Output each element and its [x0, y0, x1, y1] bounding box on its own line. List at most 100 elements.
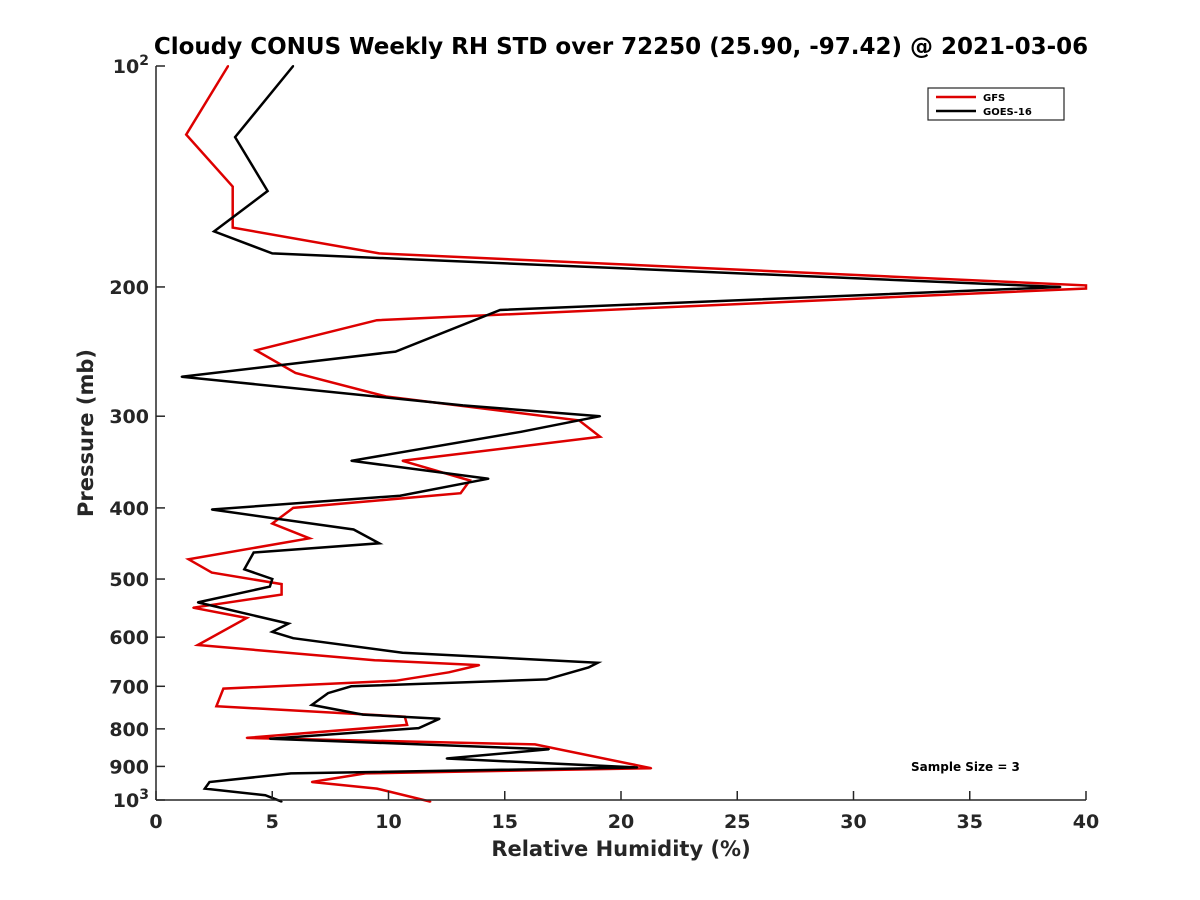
data-point-goes16-36 [268, 737, 271, 740]
data-point-goes16-17 [378, 542, 381, 545]
data-point-gfs-12 [599, 435, 602, 438]
legend-label-gfs: GFS [983, 93, 1005, 104]
data-point-goes16-20 [271, 578, 274, 580]
data-point-gfs-3 [231, 226, 234, 229]
x-tick-label: 35 [957, 811, 983, 833]
data-point-goes16-30 [350, 685, 353, 688]
data-point-gfs-5 [1085, 284, 1087, 287]
data-point-gfs-13 [401, 459, 404, 462]
data-point-gfs-35 [534, 743, 536, 746]
data-point-goes16-18 [252, 551, 255, 554]
data-point-gfs-36 [650, 767, 653, 770]
data-point-goes16-7 [394, 350, 397, 353]
x-axis-label: Relative Humidity (%) [491, 837, 750, 861]
data-point-gfs-19 [187, 558, 190, 561]
data-point-goes16-41 [208, 781, 211, 783]
data-point-gfs-30 [222, 687, 225, 690]
data-point-goes16-14 [399, 494, 402, 497]
x-axis-ticks: 0 5 10 15 20 25 30 35 40 [149, 791, 1099, 833]
data-point-gfs-40 [429, 800, 432, 803]
data-point-gfs-38 [310, 781, 313, 783]
y-tick-label: 500 [109, 569, 149, 591]
data-point-goes16-11 [520, 430, 522, 433]
data-point-gfs-29 [394, 679, 397, 682]
data-point-gfs-17 [271, 522, 274, 525]
data-point-goes16-35 [417, 727, 420, 730]
data-point-gfs-6 [1085, 287, 1087, 290]
data-point-gfs-25 [196, 644, 199, 646]
data-point-gfs-2 [231, 185, 234, 188]
data-point-goes16-1 [234, 136, 237, 139]
data-point-goes16-13 [487, 477, 490, 480]
data-point-goes16-9 [461, 404, 464, 407]
data-point-goes16-37 [547, 748, 550, 751]
sample-size-annotation: Sample Size = 3 [911, 760, 1020, 774]
data-point-goes16-43 [264, 794, 267, 797]
data-point-gfs-20 [210, 571, 213, 574]
data-point-gfs-26 [373, 659, 376, 662]
data-point-goes16-2 [266, 190, 269, 192]
data-point-gfs-27 [478, 664, 481, 667]
data-point-goes16-42 [203, 787, 206, 790]
data-point-goes16-21 [268, 585, 271, 588]
data-point-goes16-26 [401, 651, 404, 654]
legend-label-goes16: GOES-16 [983, 107, 1032, 118]
data-point-gfs-24 [245, 617, 248, 619]
data-point-gfs-1 [185, 133, 188, 136]
x-tick-label: 30 [840, 811, 866, 833]
data-point-goes16-39 [636, 766, 639, 769]
data-point-goes16-25 [292, 637, 295, 640]
data-point-goes16-3 [213, 230, 216, 233]
data-point-goes16-10 [599, 415, 602, 418]
y-tick-label: 300 [109, 406, 149, 428]
data-point-gfs-16 [292, 506, 295, 509]
x-tick-label: 40 [1073, 811, 1099, 833]
data-point-gfs-7 [375, 319, 378, 322]
data-point-goes16-24 [271, 630, 274, 633]
data-point-gfs-23 [192, 606, 195, 609]
data-point-gfs-9 [294, 372, 297, 374]
data-point-goes16-4 [271, 252, 274, 255]
series-layer [180, 65, 1088, 803]
data-point-goes16-29 [545, 678, 548, 681]
x-tick-label: 20 [608, 811, 634, 833]
data-point-goes16-0 [292, 65, 295, 67]
y-tick-label: 800 [109, 719, 149, 741]
y-tick-label: 600 [109, 627, 149, 649]
data-point-goes16-19 [243, 568, 246, 571]
data-point-goes16-16 [352, 528, 355, 531]
data-point-gfs-39 [375, 787, 378, 790]
data-point-goes16-8 [180, 375, 183, 378]
data-point-goes16-34 [438, 717, 441, 720]
data-point-gfs-33 [406, 723, 409, 726]
legend: GFS GOES-16 [927, 87, 1065, 121]
x-tick-label: 10 [375, 811, 401, 833]
data-point-goes16-28 [587, 666, 590, 669]
data-point-gfs-18 [308, 537, 311, 540]
data-point-gfs-22 [280, 593, 283, 596]
data-point-gfs-15 [459, 492, 462, 495]
y-tick-label: 700 [109, 676, 149, 698]
data-point-goes16-5 [1059, 286, 1062, 288]
data-point-goes16-40 [289, 772, 292, 775]
data-point-goes16-6 [499, 309, 502, 311]
x-tick-label: 25 [724, 811, 750, 833]
data-point-goes16-15 [210, 508, 213, 511]
data-point-gfs-21 [280, 583, 283, 586]
data-point-goes16-31 [327, 692, 330, 695]
x-tick-label: 0 [149, 811, 162, 833]
data-point-gfs-4 [378, 252, 381, 255]
data-point-goes16-12 [350, 459, 353, 462]
x-tick-label: 5 [266, 811, 279, 833]
data-point-gfs-34 [245, 736, 248, 739]
data-point-goes16-22 [196, 601, 199, 604]
x-tick-label: 15 [492, 811, 518, 833]
y-axis-label: Pressure (mb) [74, 349, 98, 517]
data-point-goes16-23 [287, 622, 290, 625]
data-point-gfs-8 [255, 349, 257, 352]
y-tick-label: 200 [109, 277, 149, 299]
data-point-goes16-38 [445, 757, 448, 760]
data-point-goes16-33 [361, 713, 364, 716]
data-point-goes16-32 [310, 703, 313, 706]
